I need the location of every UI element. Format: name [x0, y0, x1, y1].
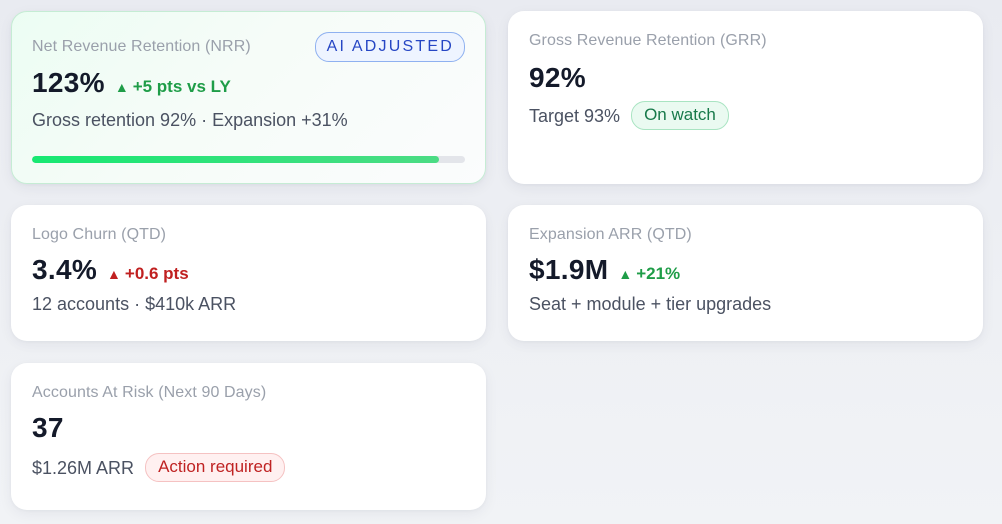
expansion-arr-value: $1.9M	[529, 254, 609, 285]
accounts-at-risk-value-row: 37	[32, 411, 465, 445]
action-required-status-badge: Action required	[145, 453, 286, 482]
expansion-arr-delta: ▲ +21%	[618, 264, 680, 284]
nrr-value-row: 123% ▲ +5 pts vs LY	[32, 66, 465, 100]
triangle-up-icon: ▲	[114, 79, 129, 95]
nrr-progress-bar	[32, 156, 465, 163]
logo-churn-delta: ▲ +0.6 pts	[107, 264, 189, 284]
grr-target: Target 93%	[529, 105, 621, 126]
nrr-label: Net Revenue Retention (NRR)	[32, 38, 251, 55]
nrr-card[interactable]: Net Revenue Retention (NRR) AI ADJUSTED …	[11, 11, 486, 184]
nrr-value: 123%	[32, 67, 105, 98]
expansion-arr-label: Expansion ARR (QTD)	[529, 226, 692, 243]
grr-sub-row: Target 93% On watch	[529, 101, 962, 130]
triangle-up-icon: ▲	[107, 266, 121, 282]
accounts-at-risk-card[interactable]: Accounts At Risk (Next 90 Days) 37 $1.26…	[11, 363, 486, 510]
expansion-arr-card[interactable]: Expansion ARR (QTD) $1.9M ▲ +21% Seat + m…	[508, 205, 983, 341]
expansion-arr-subtext: Seat + module + tier upgrades	[529, 294, 772, 314]
grr-value-row: 92%	[529, 61, 962, 95]
triangle-up-icon: ▲	[618, 266, 633, 282]
expansion-arr-value-row: $1.9M ▲ +21%	[529, 253, 962, 287]
nrr-delta-text: +5 pts vs LY	[132, 77, 231, 96]
accounts-at-risk-arr: $1.26M ARR	[32, 457, 135, 478]
logo-churn-subtext: 12 accounts · $410k ARR	[32, 294, 237, 314]
logo-churn-label: Logo Churn (QTD)	[32, 226, 167, 243]
expansion-arr-delta-text: +21%	[636, 264, 681, 283]
accounts-at-risk-label: Accounts At Risk (Next 90 Days)	[32, 384, 267, 401]
accounts-at-risk-sub-row: $1.26M ARR Action required	[32, 453, 465, 482]
nrr-delta: ▲ +5 pts vs LY	[115, 77, 231, 97]
grr-card[interactable]: Gross Revenue Retention (GRR) 92% Target…	[508, 11, 983, 184]
nrr-progress-fill	[32, 156, 440, 163]
nrr-subtext: Gross retention 92% · Expansion +31%	[32, 110, 348, 130]
logo-churn-value: 3.4%	[32, 254, 98, 285]
logo-churn-delta-text: +0.6 pts	[124, 264, 189, 283]
on-watch-status-badge: On watch	[631, 101, 729, 130]
ai-adjusted-badge: AI ADJUSTED	[314, 32, 465, 62]
accounts-at-risk-value: 37	[32, 412, 64, 443]
grr-label: Gross Revenue Retention (GRR)	[529, 32, 767, 49]
grr-value: 92%	[529, 62, 586, 93]
logo-churn-card[interactable]: Logo Churn (QTD) 3.4% ▲ +0.6 pts 12 accou…	[11, 205, 486, 341]
logo-churn-value-row: 3.4% ▲ +0.6 pts	[32, 253, 465, 287]
